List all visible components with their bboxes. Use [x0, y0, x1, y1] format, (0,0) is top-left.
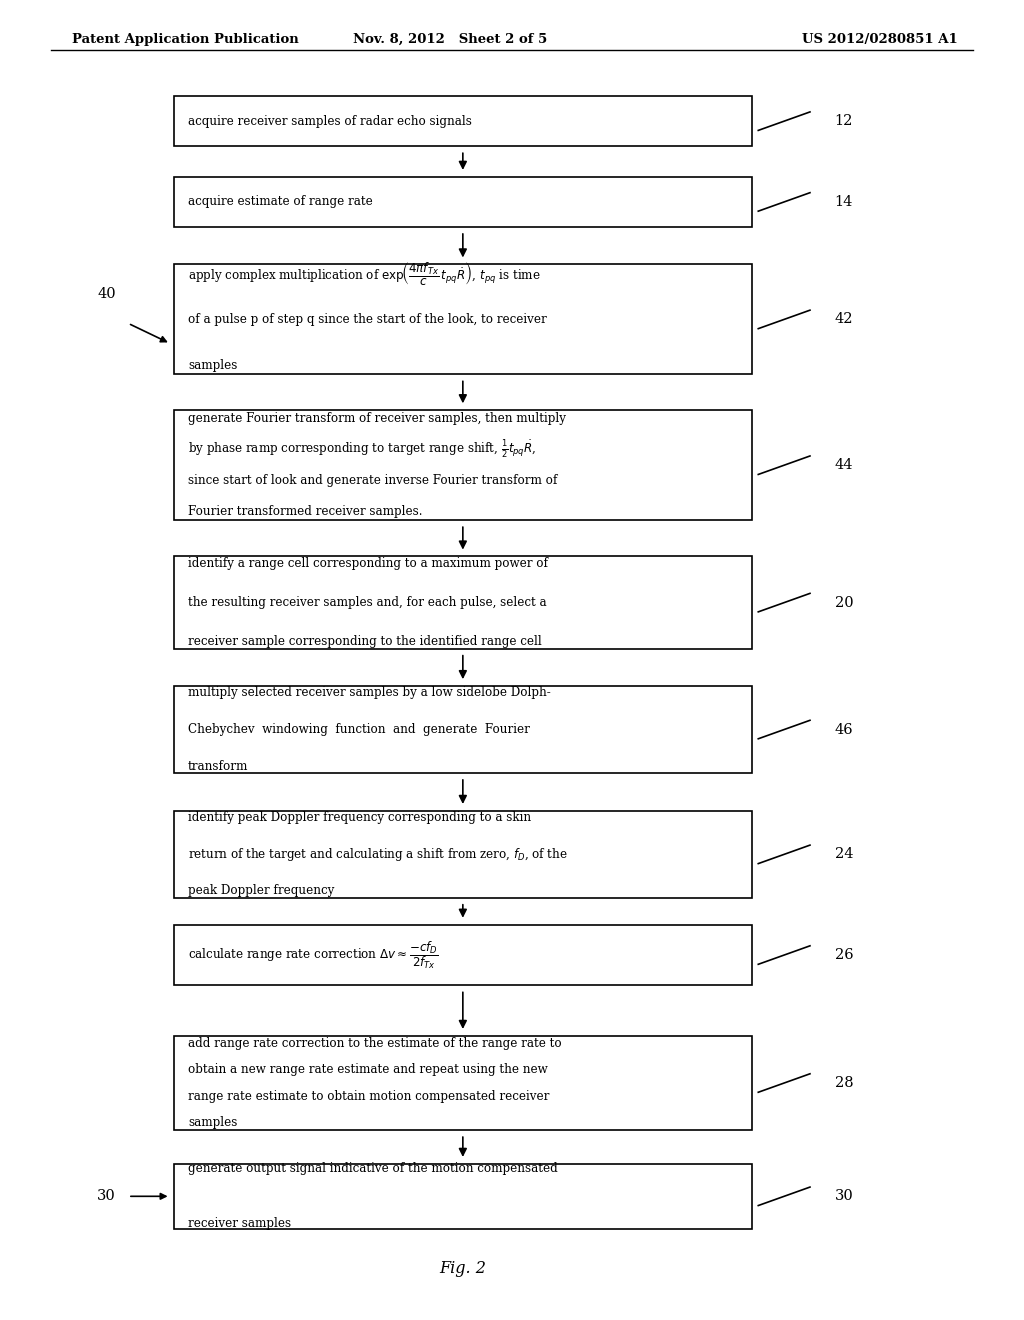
Text: receiver samples: receiver samples [188, 1217, 291, 1230]
Bar [174, 1036, 752, 1130]
Text: Fourier transformed receiver samples.: Fourier transformed receiver samples. [188, 506, 423, 517]
Text: samples: samples [188, 1117, 238, 1129]
Text: transform: transform [188, 759, 248, 772]
Bar [174, 177, 752, 227]
Text: receiver sample corresponding to the identified range cell: receiver sample corresponding to the ide… [188, 635, 542, 648]
Bar [174, 264, 752, 375]
Bar [174, 557, 752, 648]
Text: 26: 26 [835, 948, 853, 962]
Text: US 2012/0280851 A1: US 2012/0280851 A1 [802, 33, 957, 46]
Text: 12: 12 [835, 114, 853, 128]
Text: the resulting receiver samples and, for each pulse, select a: the resulting receiver samples and, for … [188, 597, 547, 609]
Text: obtain a new range rate estimate and repeat using the new: obtain a new range rate estimate and rep… [188, 1064, 548, 1076]
Text: generate Fourier transform of receiver samples, then multiply: generate Fourier transform of receiver s… [188, 412, 566, 425]
Text: 40: 40 [97, 288, 116, 301]
Text: 24: 24 [835, 847, 853, 862]
Text: calculate range rate correction $\Delta v \approx \dfrac{-cf_D}{2f_{Tx}}$: calculate range rate correction $\Delta … [188, 939, 438, 972]
Text: 46: 46 [835, 722, 853, 737]
Text: 44: 44 [835, 458, 853, 473]
Text: of a pulse p of step q since the start of the look, to receiver: of a pulse p of step q since the start o… [188, 313, 547, 326]
Bar [174, 810, 752, 898]
Text: Fig. 2: Fig. 2 [439, 1261, 486, 1278]
Text: Nov. 8, 2012   Sheet 2 of 5: Nov. 8, 2012 Sheet 2 of 5 [353, 33, 548, 46]
Text: by phase ramp corresponding to target range shift, $\frac{1}{2}t_{pq}\dot{R}$,: by phase ramp corresponding to target ra… [188, 440, 537, 461]
Text: acquire receiver samples of radar echo signals: acquire receiver samples of radar echo s… [188, 115, 472, 128]
Text: 20: 20 [835, 595, 853, 610]
Text: Chebychev  windowing  function  and  generate  Fourier: Chebychev windowing function and generat… [188, 723, 529, 737]
Bar [174, 924, 752, 986]
Text: range rate estimate to obtain motion compensated receiver: range rate estimate to obtain motion com… [188, 1090, 549, 1102]
Text: add range rate correction to the estimate of the range rate to: add range rate correction to the estimat… [188, 1038, 561, 1049]
Text: apply complex multiplication of $\mathrm{exp}\!\left(\dfrac{4\pi f_{Tx}}{c}\,t_{: apply complex multiplication of $\mathrm… [188, 260, 541, 286]
Text: multiply selected receiver samples by a low sidelobe Dolph-: multiply selected receiver samples by a … [188, 686, 551, 700]
Bar [174, 411, 752, 520]
Text: acquire estimate of range rate: acquire estimate of range rate [188, 195, 373, 209]
Text: 42: 42 [835, 313, 853, 326]
Bar [174, 1164, 752, 1229]
Text: samples: samples [188, 359, 238, 372]
Text: Patent Application Publication: Patent Application Publication [72, 33, 298, 46]
Bar [174, 96, 752, 147]
Text: 28: 28 [835, 1076, 853, 1090]
Text: peak Doppler frequency: peak Doppler frequency [188, 884, 334, 898]
Bar [174, 686, 752, 774]
Text: since start of look and generate inverse Fourier transform of: since start of look and generate inverse… [188, 474, 557, 487]
Text: 30: 30 [835, 1189, 853, 1204]
Text: 30: 30 [97, 1189, 116, 1204]
Text: return of the target and calculating a shift from zero, $f_D$, of the: return of the target and calculating a s… [188, 846, 567, 863]
Text: identify peak Doppler frequency corresponding to a skin: identify peak Doppler frequency correspo… [188, 812, 531, 824]
Text: generate output signal indicative of the motion compensated: generate output signal indicative of the… [188, 1163, 558, 1176]
Text: 14: 14 [835, 195, 853, 209]
Text: identify a range cell corresponding to a maximum power of: identify a range cell corresponding to a… [188, 557, 548, 570]
